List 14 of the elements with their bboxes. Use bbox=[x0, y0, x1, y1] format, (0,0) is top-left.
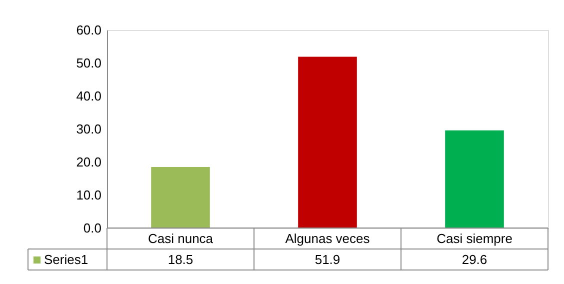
y-tick-label: 10.0 bbox=[76, 188, 102, 202]
y-tick-label: 50.0 bbox=[76, 56, 102, 70]
legend-label: Series1 bbox=[44, 252, 88, 267]
y-tick-label: 30.0 bbox=[76, 122, 102, 136]
y-tick-label: 40.0 bbox=[76, 88, 102, 104]
x-tick-label: Casi nunca bbox=[148, 231, 214, 246]
y-tick-label: 60.0 bbox=[76, 22, 102, 38]
data-label: 29.6 bbox=[462, 252, 488, 267]
data-label: 18.5 bbox=[168, 252, 194, 267]
x-tick-label: Algunas veces bbox=[285, 231, 370, 246]
data-label: 51.9 bbox=[314, 252, 340, 267]
x-tick-label: Casi siempre bbox=[436, 231, 512, 246]
y-tick-label: 0.0 bbox=[83, 220, 102, 236]
y-tick-label: 20.0 bbox=[76, 154, 102, 170]
